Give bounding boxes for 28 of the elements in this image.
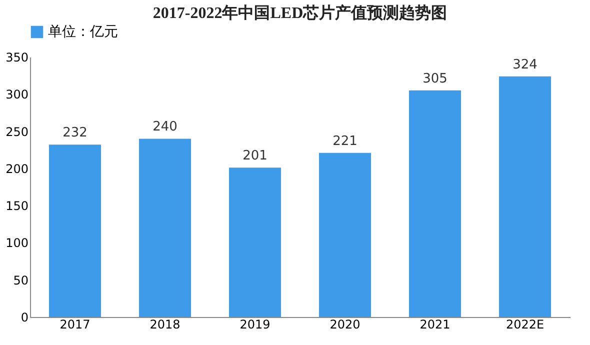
bar [499,76,551,317]
bar [139,138,191,317]
x-tick-label: 2019 [240,318,270,332]
y-tick-label: 150 [6,199,28,214]
x-tick-label: 2022E [506,318,544,332]
data-label: 305 [422,71,448,86]
y-tick-label: 200 [6,162,28,176]
data-label: 221 [332,134,358,149]
bar [319,152,371,317]
legend-label: 单位：亿元 [48,24,118,40]
x-tick-label: 2021 [420,318,450,332]
y-tick-label: 50 [13,273,28,288]
data-label: 201 [242,148,268,164]
y-tick-label: 250 [6,124,28,139]
y-tick-label: 100 [6,236,28,250]
x-tick-label: 2017 [60,318,90,332]
data-label: 240 [152,120,178,135]
bar [229,168,281,317]
chart-title: 2017-2022年中国LED芯片产值预测趋势图 [152,4,448,22]
data-label: 232 [62,126,88,141]
x-tick-label: 2020 [330,318,360,332]
data-label: 324 [512,57,538,72]
bar [409,90,461,317]
y-tick-label: 0 [20,310,28,324]
bar [49,144,101,317]
x-tick-label: 2018 [150,318,180,332]
y-tick-label: 350 [6,50,28,64]
y-tick-label: 300 [6,88,28,102]
